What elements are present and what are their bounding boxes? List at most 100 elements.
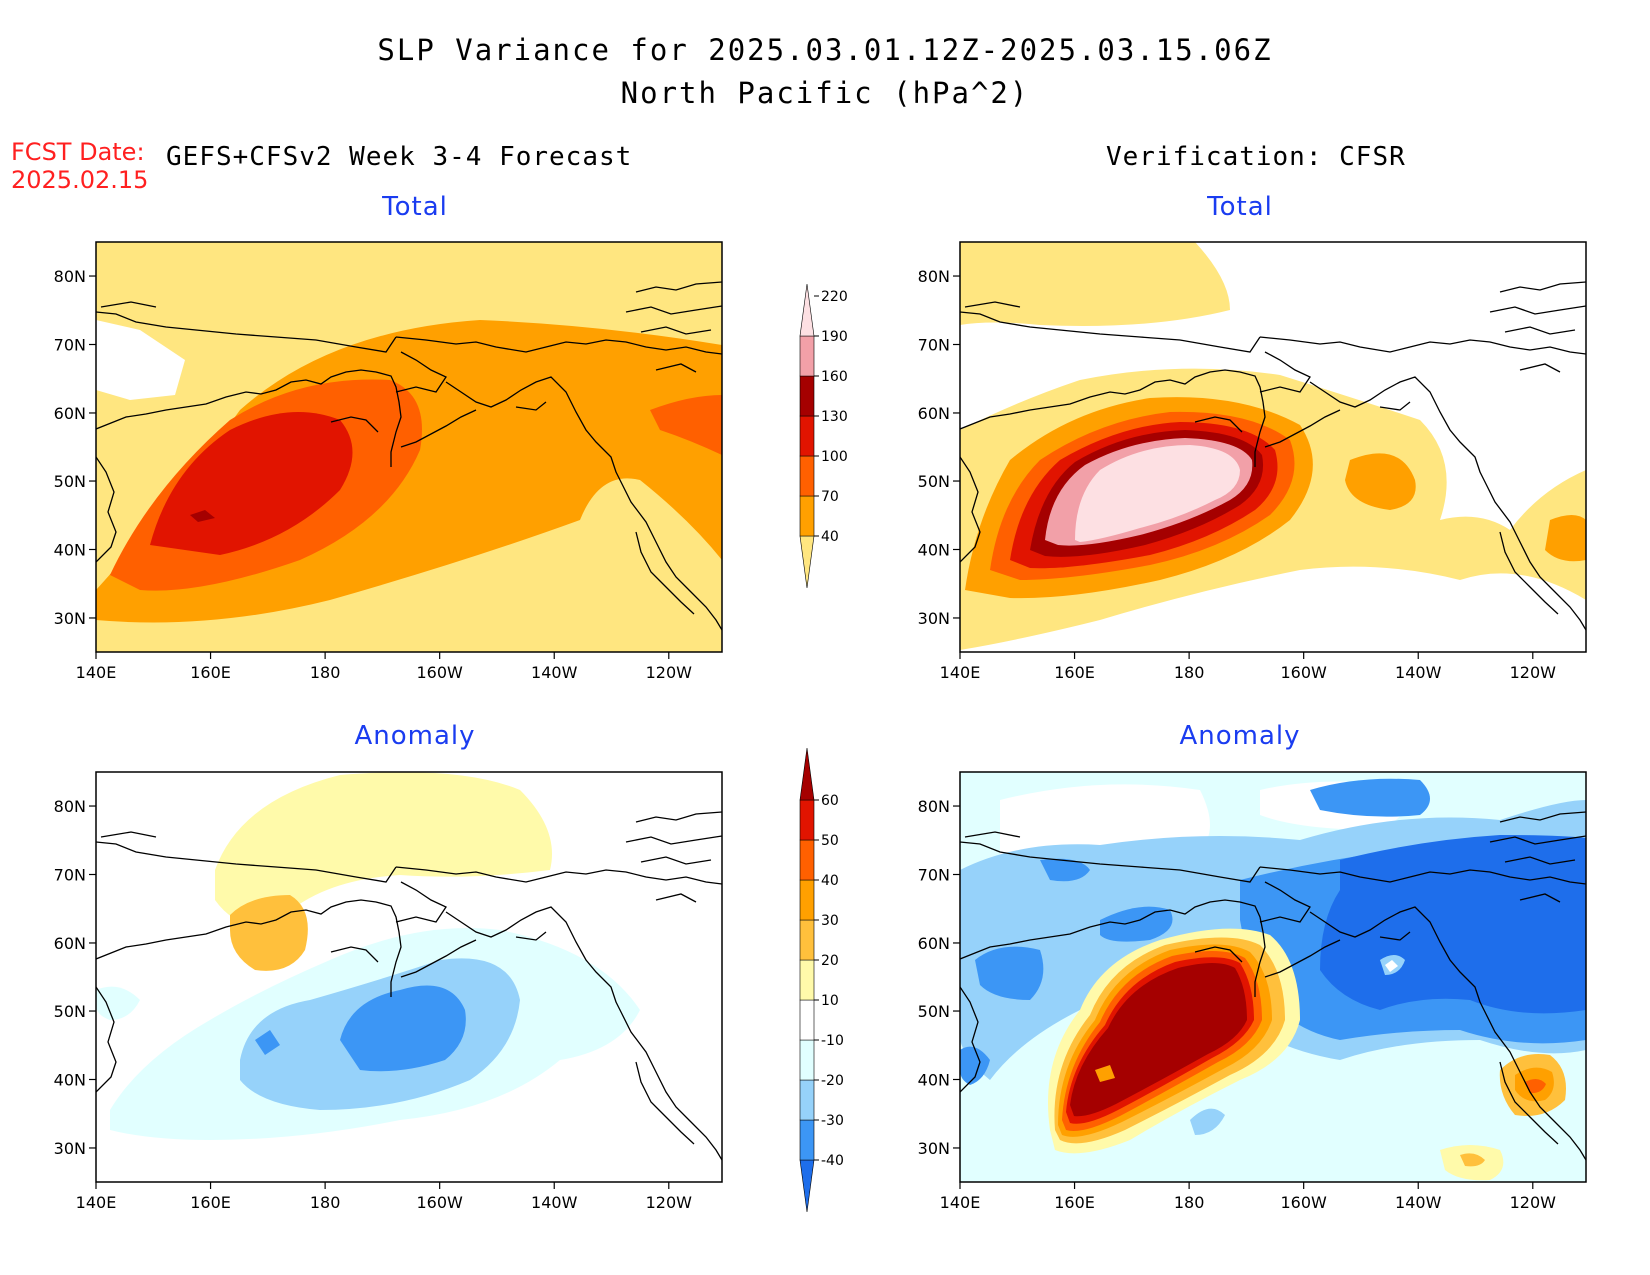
colorbar-swatch [799, 879, 815, 921]
colorbar-label: 100 [821, 449, 848, 465]
forecast-total-map [96, 242, 722, 652]
lon-tick-label: 160W [416, 1193, 463, 1212]
colorbar-swatch [799, 799, 815, 841]
colorbar-swatch [799, 919, 815, 961]
lat-tick-label: 80N [918, 797, 950, 816]
fcst-label: FCST Date: [11, 138, 145, 166]
colorbar-label: 50 [821, 833, 839, 849]
lon-tick-label: 160W [1280, 663, 1327, 682]
colorbar-swatch [799, 1039, 815, 1081]
lat-tick-label: 80N [54, 267, 86, 286]
lat-tick-label: 70N [918, 336, 950, 355]
forecast-date-label: FCST Date: 2025.02.15 [11, 138, 148, 194]
lat-tick-label: 30N [918, 609, 950, 628]
lat-tick-label: 70N [54, 336, 86, 355]
verif-total-subtitle: Total [1207, 192, 1273, 222]
lat-tick-label: 60N [54, 934, 86, 953]
forecast-anomaly-map [96, 772, 722, 1182]
colorbar-label: -30 [821, 1113, 844, 1129]
lat-tick-label: 70N [54, 866, 86, 885]
lon-tick-label: 180 [310, 663, 341, 682]
axes-layer: 140E 160E 180 160W 140W 120W 30N 40N 50N 60N 70N 80… [54, 267, 1556, 1212]
lat-tick-label: 40N [54, 541, 86, 560]
lat-tick-label: 40N [54, 1071, 86, 1090]
colorbar-swatch [799, 1159, 815, 1213]
lon-tick-label: 120W [1510, 663, 1557, 682]
lat-tick-label: 50N [918, 1002, 950, 1021]
lat-tick-label: 30N [54, 1139, 86, 1158]
colorbar-label: 20 [821, 953, 839, 969]
figure-title-line2: North Pacific (hPa^2) [620, 76, 1030, 110]
lon-tick-label: 180 [310, 1193, 341, 1212]
colorbar-swatch [799, 839, 815, 881]
verification-column-heading: Verification: CFSR [1106, 142, 1406, 172]
lat-tick-label: 30N [918, 1139, 950, 1158]
verif-anomaly-subtitle: Anomaly [1179, 721, 1301, 751]
colorbar-label: 190 [821, 329, 848, 345]
fcst-date: 2025.02.15 [11, 166, 149, 194]
colorbar-label: 40 [821, 873, 839, 889]
colorbar-swatch [799, 747, 815, 801]
lon-tick-label: 140W [531, 1193, 578, 1212]
colorbar-label: 130 [821, 409, 848, 425]
forecast-anomaly-frame [95, 771, 723, 1183]
forecast-anomaly-subtitle: Anomaly [354, 721, 476, 751]
colorbar-label: 10 [821, 993, 839, 1009]
colorbar-label: 160 [821, 369, 848, 385]
verif-total-map [960, 242, 1586, 652]
verif-anomaly-map [960, 772, 1586, 1182]
lon-tick-label: 180 [1174, 1193, 1205, 1212]
colorbar-swatch [799, 999, 815, 1041]
lat-tick-label: 70N [918, 866, 950, 885]
lon-tick-label: 140W [531, 663, 578, 682]
lon-tick-label: 140W [1395, 663, 1442, 682]
colorbar-swatch [799, 1119, 815, 1161]
colorbar-swatch [799, 455, 815, 497]
lon-tick-label: 180 [1174, 663, 1205, 682]
lon-tick-label: 140E [940, 663, 981, 682]
colorbar-swatch [799, 1079, 815, 1121]
colorbar-total: 40 70 100 130 160 190 220 [799, 283, 848, 589]
lat-tick-label: 30N [54, 609, 86, 628]
verif-total-frame [959, 241, 1587, 653]
forecast-column-heading: GEFS+CFSv2 Week 3-4 Forecast [166, 142, 633, 172]
colorbar-anomaly: -40 -30 -20 -10 10 20 30 40 50 60 [799, 747, 844, 1213]
lon-tick-label: 140E [76, 663, 117, 682]
colorbar-swatch [799, 415, 815, 457]
lat-tick-label: 40N [918, 541, 950, 560]
lon-tick-label: 160E [1054, 663, 1095, 682]
colorbar-label: -10 [821, 1033, 844, 1049]
lon-tick-label: 140W [1395, 1193, 1442, 1212]
lat-tick-label: 50N [54, 472, 86, 491]
lon-tick-label: 160W [1280, 1193, 1327, 1212]
colorbar-swatch [799, 335, 815, 377]
lon-tick-label: 160W [416, 663, 463, 682]
lat-tick-label: 50N [918, 472, 950, 491]
lon-tick-label: 160E [190, 663, 231, 682]
lat-tick-label: 50N [54, 1002, 86, 1021]
lon-tick-label: 120W [646, 1193, 693, 1212]
colorbar-label: -40 [821, 1153, 844, 1169]
colorbar-label: 70 [821, 489, 839, 505]
lat-tick-label: 60N [54, 404, 86, 423]
colorbar-label: 40 [821, 529, 839, 545]
colorbar-swatch [799, 535, 815, 589]
colorbar-label: -20 [821, 1073, 844, 1089]
colorbar-swatch [799, 959, 815, 1001]
lon-tick-label: 160E [1054, 1193, 1095, 1212]
colorbar-swatch [799, 375, 815, 417]
lat-tick-label: 80N [918, 267, 950, 286]
forecast-total-subtitle: Total [382, 192, 448, 222]
colorbar-label: 30 [821, 913, 839, 929]
lat-tick-label: 60N [918, 934, 950, 953]
lat-tick-label: 80N [54, 797, 86, 816]
lon-tick-label: 140E [940, 1193, 981, 1212]
colorbar-swatch [799, 283, 815, 337]
lon-tick-label: 140E [76, 1193, 117, 1212]
forecast-total-frame [95, 241, 723, 653]
colorbar-label: 220 [821, 289, 848, 305]
lon-tick-label: 160E [190, 1193, 231, 1212]
lat-tick-label: 40N [918, 1071, 950, 1090]
verif-anomaly-frame [959, 771, 1587, 1183]
